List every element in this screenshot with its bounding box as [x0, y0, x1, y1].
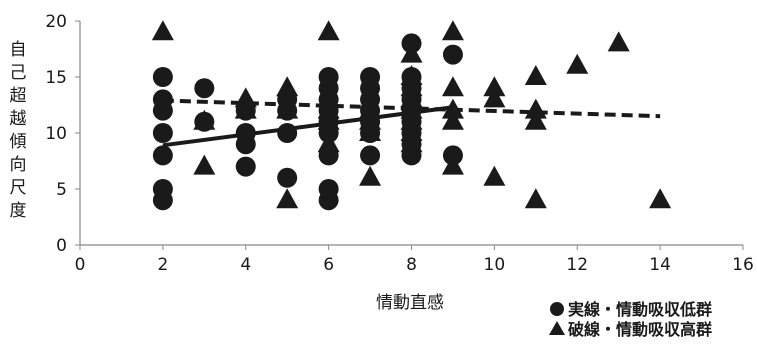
point-circle	[152, 179, 173, 199]
legend-circle-marker	[550, 302, 564, 316]
point-triangle	[524, 98, 547, 119]
x-axis-title: 情動直感	[376, 293, 444, 313]
x-tick-label: 10	[484, 255, 506, 275]
y-axis-title-char: 向	[10, 155, 27, 175]
point-circle	[318, 145, 339, 166]
y-tick-label: 15	[45, 68, 67, 88]
point-circle	[360, 145, 381, 166]
point-circle	[152, 89, 173, 110]
y-axis-title-char: 傾	[10, 132, 27, 152]
point-triangle	[441, 20, 464, 41]
point-triangle	[151, 20, 174, 41]
point-circle	[318, 67, 339, 87]
data-points	[151, 20, 672, 211]
legend: 実線・情動吸収低群 破線・情動吸収高群	[549, 300, 712, 339]
point-circle	[277, 167, 298, 188]
point-triangle	[441, 98, 464, 119]
y-tick-label: 5	[56, 180, 67, 200]
legend-item-high: 破線・情動吸収高群	[549, 320, 712, 339]
point-triangle	[483, 87, 506, 108]
y-axis-title-char: 超	[10, 86, 27, 106]
y-tick-label: 0	[56, 236, 67, 256]
x-tick-label: 12	[566, 255, 588, 275]
point-circle	[152, 123, 173, 143]
point-triangle	[483, 165, 506, 186]
x-tick-label: 8	[406, 255, 417, 275]
y-axis-title-char: 自	[10, 40, 27, 60]
point-triangle	[566, 53, 589, 74]
point-circle	[152, 67, 173, 87]
x-tick-label: 0	[75, 255, 86, 275]
x-tick-label: 2	[157, 255, 168, 275]
point-circle	[235, 100, 256, 121]
axes: 0 2 4 6 8 10 12 14 16 0 5 10 15 20	[45, 12, 753, 275]
point-triangle	[441, 76, 464, 97]
point-circle	[235, 156, 256, 177]
point-circle	[152, 145, 173, 166]
point-triangle	[524, 109, 547, 130]
legend-label-low: 実線・情動吸収低群	[568, 300, 712, 319]
point-circle	[318, 179, 339, 199]
y-tick-label: 10	[45, 124, 67, 144]
y-axis-title-char: 己	[10, 63, 27, 83]
point-triangle	[276, 188, 299, 209]
point-circle	[401, 33, 422, 54]
point-triangle	[193, 154, 216, 175]
point-circle	[442, 44, 463, 65]
y-axis-title-char: 尺	[10, 178, 27, 198]
point-triangle	[441, 109, 464, 130]
point-triangle	[524, 65, 547, 85]
y-axis-title: 自己超越傾向尺度	[10, 40, 27, 221]
point-circle	[277, 89, 298, 110]
point-triangle	[483, 76, 506, 97]
point-circle	[235, 123, 256, 143]
legend-item-low: 実線・情動吸収低群	[550, 300, 712, 319]
point-circle	[194, 111, 215, 132]
point-circle	[442, 145, 463, 166]
point-triangle	[317, 20, 340, 41]
point-circle	[360, 67, 381, 87]
x-tick-label: 16	[732, 255, 754, 275]
x-tick-label: 4	[240, 255, 251, 275]
point-triangle	[524, 188, 547, 209]
point-triangle	[359, 165, 382, 186]
y-axis-title-char: 越	[10, 109, 27, 129]
point-triangle	[649, 188, 672, 209]
point-circle	[401, 67, 422, 87]
point-circle	[194, 78, 215, 99]
point-circle	[277, 123, 298, 143]
point-triangle	[607, 31, 630, 52]
y-axis-title-char: 度	[10, 201, 27, 221]
x-tick-label: 6	[323, 255, 334, 275]
y-tick-label: 20	[45, 12, 67, 32]
x-tick-label: 14	[649, 255, 671, 275]
legend-triangle-marker	[549, 321, 565, 335]
legend-label-high: 破線・情動吸収高群	[568, 320, 712, 339]
